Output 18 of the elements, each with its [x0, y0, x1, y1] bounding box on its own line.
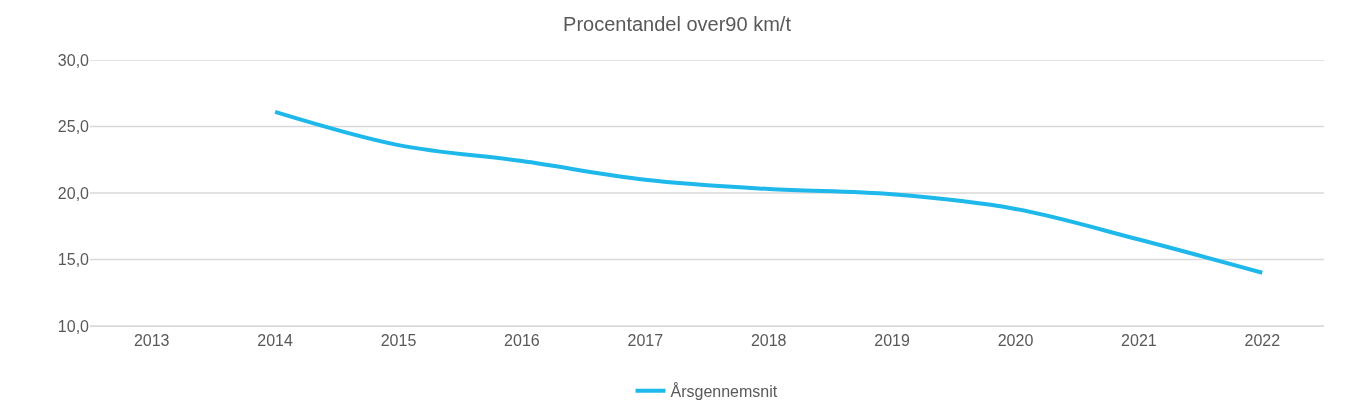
y-tick-label: 20,0: [57, 184, 90, 202]
x-tick-label: 2014: [257, 332, 293, 350]
y-tick-label: 25,0: [57, 118, 90, 136]
x-tick-label: 2016: [504, 332, 540, 350]
x-tick-label: 2020: [997, 332, 1034, 350]
x-tick-label: 2018: [750, 332, 787, 350]
legend-label: Årsgennemsnit: [670, 382, 778, 401]
x-tick-label: 2017: [627, 332, 664, 350]
y-tick-label: 15,0: [57, 251, 90, 269]
x-tick-label: 2013: [133, 332, 170, 350]
x-tick-label: 2022: [1244, 332, 1281, 350]
chart-title: Procentandel over90 km/t: [563, 12, 792, 35]
y-tick-label: 10,0: [57, 317, 90, 335]
x-tick-label: 2021: [1121, 332, 1157, 350]
x-tick-label: 2015: [380, 332, 417, 350]
x-tick-label: 2019: [874, 332, 910, 350]
y-tick-label: 30,0: [57, 51, 90, 69]
line-series: [273, 109, 1265, 275]
